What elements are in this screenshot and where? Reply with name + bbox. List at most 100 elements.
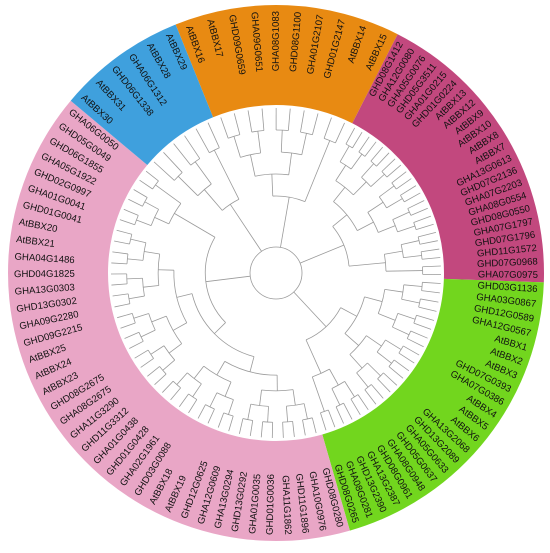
branch bbox=[185, 136, 200, 159]
branch bbox=[368, 202, 383, 212]
branch bbox=[384, 251, 402, 254]
branch bbox=[262, 109, 264, 131]
branch bbox=[345, 333, 359, 345]
branch bbox=[371, 384, 383, 398]
branch bbox=[124, 209, 138, 215]
branch bbox=[163, 360, 175, 370]
branch bbox=[113, 294, 129, 296]
branch bbox=[289, 153, 292, 175]
branch bbox=[305, 141, 330, 202]
branch bbox=[286, 406, 287, 422]
branch bbox=[324, 118, 331, 139]
branch bbox=[365, 297, 383, 302]
branch bbox=[399, 353, 414, 363]
branch bbox=[336, 407, 344, 424]
branch bbox=[340, 146, 349, 162]
branch bbox=[174, 144, 191, 166]
branch bbox=[351, 154, 362, 169]
branch bbox=[422, 291, 440, 293]
branch bbox=[134, 313, 149, 318]
branch bbox=[169, 344, 182, 353]
branch bbox=[398, 313, 415, 319]
branch bbox=[371, 147, 383, 161]
branch bbox=[121, 323, 136, 328]
branch bbox=[293, 421, 295, 437]
branch bbox=[411, 208, 428, 215]
branch bbox=[114, 241, 129, 244]
branch bbox=[173, 323, 187, 331]
branch bbox=[312, 418, 316, 433]
branch bbox=[111, 263, 127, 264]
leaf-label: GHA07G0975 bbox=[478, 269, 538, 281]
branch bbox=[272, 174, 273, 196]
branch bbox=[188, 400, 196, 413]
branch bbox=[382, 159, 395, 172]
branch bbox=[385, 289, 403, 292]
branch bbox=[280, 197, 289, 247]
branch bbox=[359, 137, 369, 152]
branch bbox=[129, 296, 144, 299]
branch bbox=[400, 186, 416, 196]
branch bbox=[379, 186, 394, 197]
branch bbox=[344, 403, 352, 419]
branch bbox=[403, 255, 421, 257]
branch bbox=[250, 357, 254, 372]
branch bbox=[336, 165, 346, 180]
branch bbox=[350, 355, 362, 369]
branch bbox=[151, 346, 164, 355]
branch bbox=[341, 308, 357, 317]
branch bbox=[352, 132, 362, 148]
branch bbox=[198, 405, 205, 419]
branch bbox=[228, 400, 233, 415]
branch bbox=[143, 286, 159, 288]
branch bbox=[195, 162, 211, 184]
branch bbox=[377, 352, 391, 363]
branch bbox=[416, 224, 434, 229]
branch bbox=[162, 381, 173, 392]
branch bbox=[129, 341, 143, 348]
branch bbox=[146, 171, 158, 181]
branch bbox=[155, 217, 169, 224]
branch bbox=[230, 204, 261, 251]
branch bbox=[394, 360, 409, 371]
branch bbox=[177, 294, 192, 298]
branch bbox=[365, 390, 376, 405]
branch bbox=[239, 419, 242, 434]
branch bbox=[353, 182, 366, 195]
branch bbox=[141, 358, 154, 367]
branch bbox=[378, 314, 395, 321]
branch bbox=[196, 129, 209, 153]
branch bbox=[401, 241, 419, 245]
branch bbox=[208, 123, 219, 148]
branch bbox=[141, 330, 155, 337]
branch bbox=[214, 150, 239, 199]
branch bbox=[214, 323, 225, 334]
branch bbox=[163, 152, 182, 172]
branch bbox=[420, 299, 438, 302]
branch bbox=[111, 284, 127, 285]
branch bbox=[328, 410, 335, 427]
branch bbox=[221, 118, 228, 139]
branch bbox=[204, 190, 222, 211]
branch bbox=[281, 130, 282, 152]
branch bbox=[361, 164, 373, 178]
branch bbox=[178, 176, 198, 195]
branch bbox=[120, 220, 135, 225]
branch bbox=[234, 113, 240, 134]
branch bbox=[358, 395, 368, 410]
branch bbox=[345, 381, 355, 396]
branch bbox=[283, 422, 284, 438]
branch bbox=[155, 374, 167, 385]
branch bbox=[135, 350, 148, 358]
branch bbox=[386, 271, 423, 272]
root-ring bbox=[250, 247, 302, 299]
branch bbox=[229, 416, 234, 431]
branch bbox=[218, 413, 224, 428]
branch bbox=[304, 404, 307, 419]
tree-branches bbox=[111, 108, 441, 438]
branch bbox=[392, 172, 406, 183]
branch bbox=[383, 373, 396, 385]
branch bbox=[371, 174, 385, 186]
branch bbox=[260, 390, 262, 406]
